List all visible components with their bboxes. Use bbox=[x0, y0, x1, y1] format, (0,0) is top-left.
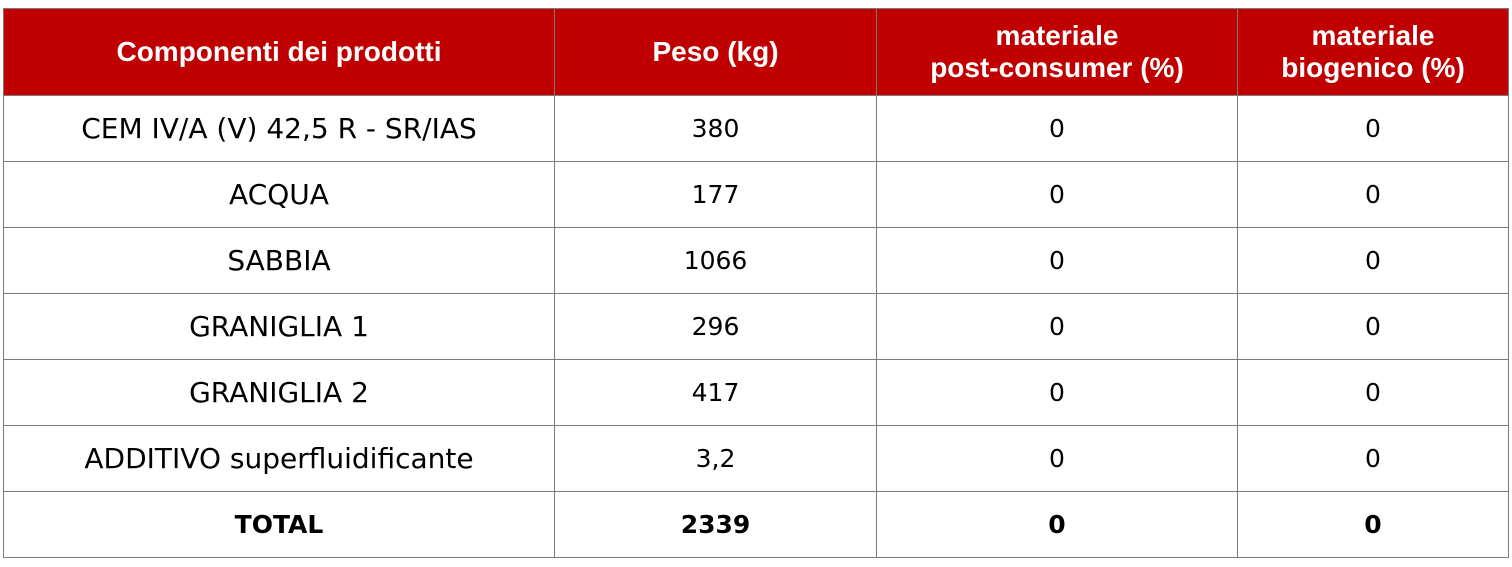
cell-componente: SABBIA bbox=[3, 227, 555, 294]
cell-biogenico: 0 bbox=[1237, 227, 1509, 294]
header-biogenico: materiale biogenico (%) bbox=[1237, 8, 1509, 96]
header-componenti: Componenti dei prodotti bbox=[3, 8, 555, 96]
cell-post-consumer: 0 bbox=[876, 425, 1238, 492]
cell-biogenico: 0 bbox=[1237, 359, 1509, 426]
table-row: GRANIGLIA 1 296 0 0 bbox=[3, 293, 1509, 360]
cell-componente: ACQUA bbox=[3, 161, 555, 228]
cell-componente: GRANIGLIA 2 bbox=[3, 359, 555, 426]
cell-biogenico: 0 bbox=[1237, 161, 1509, 228]
table-row: ACQUA 177 0 0 bbox=[3, 161, 1509, 228]
header-peso: Peso (kg) bbox=[554, 8, 877, 96]
total-post-consumer: 0 bbox=[876, 491, 1238, 558]
cell-peso: 380 bbox=[554, 95, 877, 162]
header-biogenico-line2: biogenico (%) bbox=[1281, 52, 1465, 83]
cell-peso: 296 bbox=[554, 293, 877, 360]
total-peso: 2339 bbox=[554, 491, 877, 558]
cell-componente: GRANIGLIA 1 bbox=[3, 293, 555, 360]
table-row: CEM IV/A (V) 42,5 R - SR/IAS 380 0 0 bbox=[3, 95, 1509, 162]
header-post-consumer-line1: materiale bbox=[995, 20, 1119, 51]
header-peso-label: Peso (kg) bbox=[652, 36, 779, 67]
cell-biogenico: 0 bbox=[1237, 95, 1509, 162]
cell-post-consumer: 0 bbox=[876, 161, 1238, 228]
total-label: TOTAL bbox=[3, 491, 555, 558]
cell-post-consumer: 0 bbox=[876, 293, 1238, 360]
cell-post-consumer: 0 bbox=[876, 359, 1238, 426]
cell-biogenico: 0 bbox=[1237, 425, 1509, 492]
header-biogenico-line1: materiale bbox=[1311, 20, 1435, 51]
header-post-consumer-line2: post-consumer (%) bbox=[930, 52, 1184, 83]
table-row: ADDITIVO superfluidificante 3,2 0 0 bbox=[3, 425, 1509, 492]
cell-componente: ADDITIVO superfluidificante bbox=[3, 425, 555, 492]
total-row: TOTAL 2339 0 0 bbox=[3, 491, 1509, 558]
cell-biogenico: 0 bbox=[1237, 293, 1509, 360]
header-row: Componenti dei prodotti Peso (kg) materi… bbox=[3, 8, 1509, 96]
header-post-consumer: materiale post-consumer (%) bbox=[876, 8, 1238, 96]
cell-peso: 3,2 bbox=[554, 425, 877, 492]
product-components-table: Componenti dei prodotti Peso (kg) materi… bbox=[3, 8, 1509, 558]
cell-peso: 177 bbox=[554, 161, 877, 228]
table-row: SABBIA 1066 0 0 bbox=[3, 227, 1509, 294]
cell-peso: 417 bbox=[554, 359, 877, 426]
table-row: GRANIGLIA 2 417 0 0 bbox=[3, 359, 1509, 426]
cell-peso: 1066 bbox=[554, 227, 877, 294]
total-biogenico: 0 bbox=[1237, 491, 1509, 558]
cell-post-consumer: 0 bbox=[876, 227, 1238, 294]
cell-componente: CEM IV/A (V) 42,5 R - SR/IAS bbox=[3, 95, 555, 162]
cell-post-consumer: 0 bbox=[876, 95, 1238, 162]
header-componenti-label: Componenti dei prodotti bbox=[116, 36, 442, 67]
